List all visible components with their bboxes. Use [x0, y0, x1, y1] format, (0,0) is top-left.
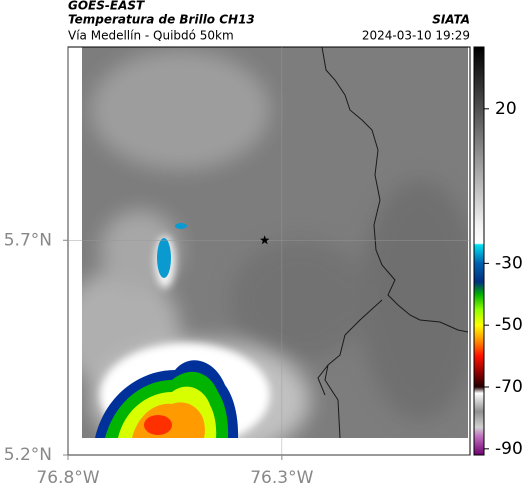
satellite-image	[82, 47, 468, 438]
subtitle: Temperatura de Brillo CH13	[68, 13, 255, 27]
colorbar-tick-label: -30	[495, 253, 523, 273]
location-marker	[260, 235, 270, 245]
colorbar	[473, 46, 485, 456]
source: SIATA	[432, 13, 470, 27]
colorbar-tick-label: -70	[495, 377, 523, 397]
colorbar-tick-label: -50	[495, 315, 523, 335]
colorbar-tick-label: -90	[495, 439, 523, 459]
title: GOES-EAST	[68, 0, 145, 13]
x-tick-label: 76.8°W	[36, 468, 99, 488]
x-tick-label: 76.3°W	[250, 468, 313, 488]
colorbar-tick-label: 20	[495, 99, 517, 119]
region: Vía Medellín - Quibdó 50km	[68, 29, 234, 43]
y-tick-label: 5.2°N	[4, 445, 52, 465]
timestamp: 2024-03-10 19:29	[362, 29, 470, 43]
y-tick-label: 5.7°N	[4, 230, 52, 250]
borders	[317, 47, 468, 438]
